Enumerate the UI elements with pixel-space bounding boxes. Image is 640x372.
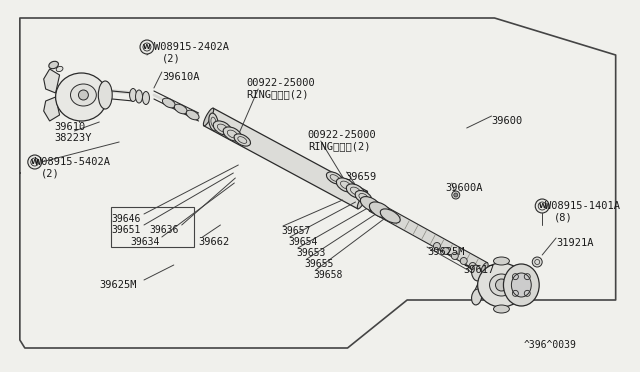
Text: 39634: 39634 [130,237,159,247]
Circle shape [454,193,458,197]
Ellipse shape [355,190,372,203]
Text: 39600A: 39600A [445,183,483,193]
Polygon shape [44,97,60,121]
Polygon shape [204,108,367,209]
Ellipse shape [493,305,509,313]
Ellipse shape [174,104,187,114]
Text: 39610: 39610 [54,122,86,132]
Ellipse shape [186,110,199,120]
Text: 39655: 39655 [305,259,334,269]
Text: (2): (2) [41,168,60,178]
Text: RINGリング(2): RINGリング(2) [308,141,371,151]
Text: W: W [143,44,151,50]
Ellipse shape [472,289,482,305]
Text: 39610A: 39610A [162,72,200,82]
Ellipse shape [49,61,58,69]
Circle shape [433,243,440,250]
Text: (8): (8) [554,212,573,222]
Ellipse shape [472,265,482,281]
Text: 39636: 39636 [149,225,179,235]
Ellipse shape [143,92,150,105]
Ellipse shape [511,273,531,297]
Polygon shape [44,69,60,93]
Ellipse shape [209,113,218,131]
Circle shape [469,263,476,269]
Ellipse shape [380,209,400,223]
Text: 00922-25000: 00922-25000 [308,130,376,140]
Ellipse shape [477,263,525,307]
Circle shape [452,191,460,199]
Text: 39625M: 39625M [427,247,465,257]
Ellipse shape [326,172,343,184]
Text: W: W [538,203,546,209]
Ellipse shape [346,184,365,198]
Ellipse shape [369,202,391,218]
Text: 39659: 39659 [346,172,377,182]
Bar [111,207,194,247]
Text: 00922-25000: 00922-25000 [246,78,315,88]
Ellipse shape [56,66,63,72]
Ellipse shape [337,178,355,192]
Circle shape [28,155,42,169]
Text: 39654: 39654 [288,237,317,247]
Text: (2): (2) [162,53,180,63]
Text: 39653: 39653 [296,248,325,258]
Circle shape [460,257,467,264]
Text: W08915-1401A: W08915-1401A [545,201,620,211]
Ellipse shape [360,196,380,211]
Ellipse shape [136,90,143,103]
Ellipse shape [99,81,112,109]
Text: 39625M: 39625M [99,280,137,290]
Circle shape [535,199,549,213]
Ellipse shape [369,201,376,211]
Circle shape [442,247,449,254]
Text: RINGリング(2): RINGリング(2) [246,89,308,99]
Text: W: W [31,159,38,165]
Polygon shape [369,201,488,273]
Text: 39600: 39600 [492,116,523,126]
Text: 39657: 39657 [281,226,310,236]
Ellipse shape [504,264,540,306]
Ellipse shape [234,134,250,146]
Ellipse shape [493,257,509,265]
Circle shape [532,257,542,267]
Text: 39646: 39646 [111,214,141,224]
Text: 38223Y: 38223Y [54,133,92,143]
Text: 39651: 39651 [111,225,141,235]
Ellipse shape [213,121,232,135]
Circle shape [495,279,508,291]
Ellipse shape [163,98,175,108]
Text: 39658: 39658 [314,270,343,280]
Ellipse shape [490,274,513,296]
Circle shape [79,90,88,100]
Ellipse shape [204,108,214,126]
Ellipse shape [481,263,488,273]
Text: 39617: 39617 [464,265,495,275]
Ellipse shape [357,191,367,209]
Text: W08915-2402A: W08915-2402A [154,42,229,52]
Ellipse shape [70,84,97,106]
Text: 31921A: 31921A [556,238,593,248]
Circle shape [451,253,458,260]
Circle shape [140,40,154,54]
Text: 39662: 39662 [198,237,230,247]
Ellipse shape [56,73,108,121]
Ellipse shape [223,127,241,141]
Ellipse shape [129,89,136,102]
Text: W08915-5402A: W08915-5402A [35,157,109,167]
Text: ^396^0039: ^396^0039 [524,340,576,350]
